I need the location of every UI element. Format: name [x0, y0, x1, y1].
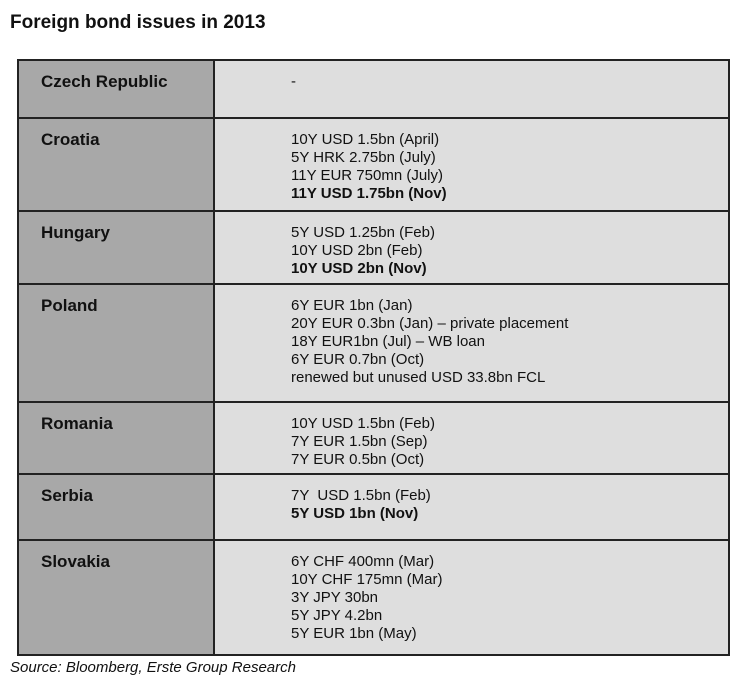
country-cell: Romania [19, 403, 215, 473]
table-row: Romania 10Y USD 1.5bn (Feb) 7Y EUR 1.5bn (… [19, 403, 728, 475]
bond-issue: 6Y CHF 400mn (Mar) [291, 553, 435, 570]
bond-issue: 6Y EUR 0.7bn (Oct) [291, 351, 425, 368]
table-row: Croatia 10Y USD 1.5bn (April) 5Y HRK 2.75b… [19, 119, 728, 212]
bond-issue: 5Y JPY 4.2bn [291, 607, 383, 624]
bond-issue: 7Y EUR 0.5bn (Oct) [291, 451, 425, 468]
source-note: Source: Bloomberg, Erste Group Research [10, 659, 296, 676]
issues-cell: 5Y USD 1.25bn (Feb) 10Y USD 2bn (Feb) 10Y … [215, 212, 728, 283]
table-row: Czech Republic - [19, 61, 728, 119]
bond-issue: 3Y JPY 30bn [291, 589, 379, 606]
issues-cell: 10Y USD 1.5bn (April) 5Y HRK 2.75bn (July… [215, 119, 728, 210]
issues-cell: 7Y USD 1.5bn (Feb) 5Y USD 1bn (Nov) [215, 475, 728, 539]
country-cell: Poland [19, 285, 215, 401]
table-row: Slovakia 6Y CHF 400mn (Mar) 10Y CHF 175mn … [19, 541, 728, 654]
bond-issue: - [291, 73, 296, 90]
issues-cell: 6Y CHF 400mn (Mar) 10Y CHF 175mn (Mar) 3Y … [215, 541, 728, 654]
bond-issue: 5Y EUR 1bn (May) [291, 625, 417, 642]
bond-issue: 10Y USD 1.5bn (Feb) [291, 415, 435, 432]
issues-cell: - [215, 61, 728, 117]
bond-issue: 10Y CHF 175mn (Mar) [291, 571, 443, 588]
bond-issue: 10Y USD 2bn (Nov) [291, 260, 427, 277]
bond-issue: 10Y USD 2bn (Feb) [291, 242, 423, 259]
bond-issue: 10Y USD 1.5bn (April) [291, 131, 440, 148]
country-cell: Slovakia [19, 541, 215, 654]
country-cell: Croatia [19, 119, 215, 210]
bond-issue: 5Y USD 1bn (Nov) [291, 505, 419, 522]
bond-issue: 11Y EUR 750mn (July) [291, 167, 444, 184]
bond-issue: 5Y USD 1.25bn (Feb) [291, 224, 435, 241]
bond-issue: 5Y HRK 2.75bn (July) [291, 149, 436, 166]
country-cell: Czech Republic [19, 61, 215, 117]
table-row: Poland 6Y EUR 1bn (Jan) 20Y EUR 0.3bn (Jan… [19, 285, 728, 403]
bond-issue: renewed but unused USD 33.8bn FCL [291, 369, 546, 386]
country-cell: Hungary [19, 212, 215, 283]
bond-issue: 7Y EUR 1.5bn (Sep) [291, 433, 428, 450]
bond-issues-table: Czech Republic - Croatia 10Y USD 1.5bn (Apr… [17, 59, 730, 656]
page-title: Foreign bond issues in 2013 [10, 12, 266, 33]
bond-issue: 7Y USD 1.5bn (Feb) [291, 487, 431, 504]
bond-issue: 20Y EUR 0.3bn (Jan) – private placement [291, 315, 569, 332]
issues-cell: 10Y USD 1.5bn (Feb) 7Y EUR 1.5bn (Sep) 7Y … [215, 403, 728, 473]
country-cell: Serbia [19, 475, 215, 539]
bond-issue: 11Y USD 1.75bn (Nov) [291, 185, 447, 202]
table-row: Hungary 5Y USD 1.25bn (Feb) 10Y USD 2bn (F… [19, 212, 728, 285]
bond-issue: 6Y EUR 1bn (Jan) [291, 297, 413, 314]
issues-cell: 6Y EUR 1bn (Jan) 20Y EUR 0.3bn (Jan) – pr… [215, 285, 728, 401]
table-row: Serbia 7Y USD 1.5bn (Feb) 5Y USD 1bn (Nov) [19, 475, 728, 541]
bond-issue: 18Y EUR1bn (Jul) – WB loan [291, 333, 485, 350]
